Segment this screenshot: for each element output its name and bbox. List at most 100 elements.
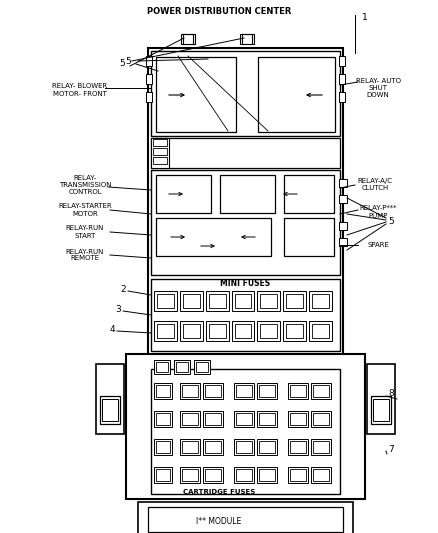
Bar — [312, 324, 329, 338]
Bar — [209, 324, 226, 338]
Bar — [311, 383, 331, 399]
Bar — [339, 238, 347, 246]
Bar — [100, 396, 120, 424]
Bar — [146, 56, 152, 66]
Bar — [339, 195, 347, 203]
Bar — [259, 441, 275, 453]
Bar — [209, 294, 226, 308]
Bar — [232, 291, 254, 311]
Bar — [371, 396, 391, 424]
Bar — [157, 294, 174, 308]
Bar — [235, 324, 251, 338]
Text: RELAY-
TRANSMISSION
CONTROL: RELAY- TRANSMISSION CONTROL — [59, 175, 111, 195]
Bar — [181, 34, 195, 44]
Text: 3: 3 — [115, 304, 121, 313]
Bar — [236, 385, 252, 397]
Bar — [259, 413, 275, 425]
Bar — [257, 383, 277, 399]
Bar — [288, 467, 308, 483]
Bar — [236, 441, 252, 453]
Bar — [154, 467, 172, 483]
Bar — [236, 469, 252, 481]
Bar — [220, 175, 275, 213]
Bar — [290, 385, 306, 397]
Bar — [126, 354, 365, 499]
Bar — [259, 469, 275, 481]
Bar — [156, 413, 170, 425]
Bar — [180, 439, 200, 455]
Bar — [148, 507, 343, 532]
Bar — [180, 411, 200, 427]
Text: 5: 5 — [119, 59, 125, 68]
Bar — [174, 360, 190, 374]
Bar — [288, 383, 308, 399]
Bar — [203, 411, 223, 427]
Bar — [313, 469, 329, 481]
Bar — [154, 411, 172, 427]
Bar — [283, 291, 306, 311]
Bar — [234, 411, 254, 427]
Bar — [206, 321, 229, 341]
Text: 7: 7 — [388, 445, 394, 454]
Bar — [151, 138, 340, 168]
Bar — [183, 294, 200, 308]
Bar — [151, 279, 340, 351]
Bar — [234, 383, 254, 399]
Bar — [339, 92, 345, 102]
Bar — [234, 467, 254, 483]
Bar — [259, 385, 275, 397]
Bar — [203, 439, 223, 455]
Bar — [154, 291, 177, 311]
Bar — [154, 360, 170, 374]
Bar — [182, 385, 198, 397]
Bar — [288, 411, 308, 427]
Text: 4: 4 — [110, 325, 115, 334]
Bar — [261, 294, 277, 308]
Bar — [205, 385, 221, 397]
Bar — [156, 175, 211, 213]
Bar — [156, 441, 170, 453]
Bar — [154, 383, 172, 399]
Bar — [258, 291, 280, 311]
Bar — [261, 324, 277, 338]
Bar — [180, 291, 203, 311]
Text: 2: 2 — [120, 285, 126, 294]
Bar — [367, 364, 395, 434]
Bar — [205, 441, 221, 453]
Text: MINI FUSES: MINI FUSES — [220, 279, 270, 288]
Bar — [311, 411, 331, 427]
Text: POWER DISTRIBUTION CENTER: POWER DISTRIBUTION CENTER — [147, 7, 291, 17]
Bar — [373, 399, 389, 421]
Bar — [156, 385, 170, 397]
Bar — [180, 321, 203, 341]
Bar — [313, 413, 329, 425]
Text: I** MODULE: I** MODULE — [196, 516, 242, 526]
Bar — [288, 439, 308, 455]
Bar — [151, 170, 340, 275]
Bar — [138, 502, 353, 533]
Bar — [180, 383, 200, 399]
Bar — [203, 467, 223, 483]
Bar — [240, 34, 254, 44]
Bar — [153, 139, 167, 146]
Bar — [180, 467, 200, 483]
Bar — [284, 218, 334, 256]
Bar — [235, 294, 251, 308]
Bar — [156, 469, 170, 481]
Bar — [156, 57, 236, 132]
Bar — [146, 92, 152, 102]
Bar — [339, 74, 345, 84]
Text: RELAY-P***
PUMP: RELAY-P*** PUMP — [359, 206, 397, 219]
Bar — [312, 294, 329, 308]
Bar — [153, 157, 167, 164]
Text: RELAY-RUN
REMOTE: RELAY-RUN REMOTE — [66, 248, 104, 262]
Bar — [151, 51, 340, 136]
Bar — [339, 222, 347, 230]
Bar — [284, 175, 334, 213]
Bar — [205, 413, 221, 425]
Text: RELAY-RUN
START: RELAY-RUN START — [66, 225, 104, 238]
Bar — [339, 179, 347, 187]
Bar — [290, 469, 306, 481]
Bar — [203, 383, 223, 399]
Bar — [309, 321, 332, 341]
